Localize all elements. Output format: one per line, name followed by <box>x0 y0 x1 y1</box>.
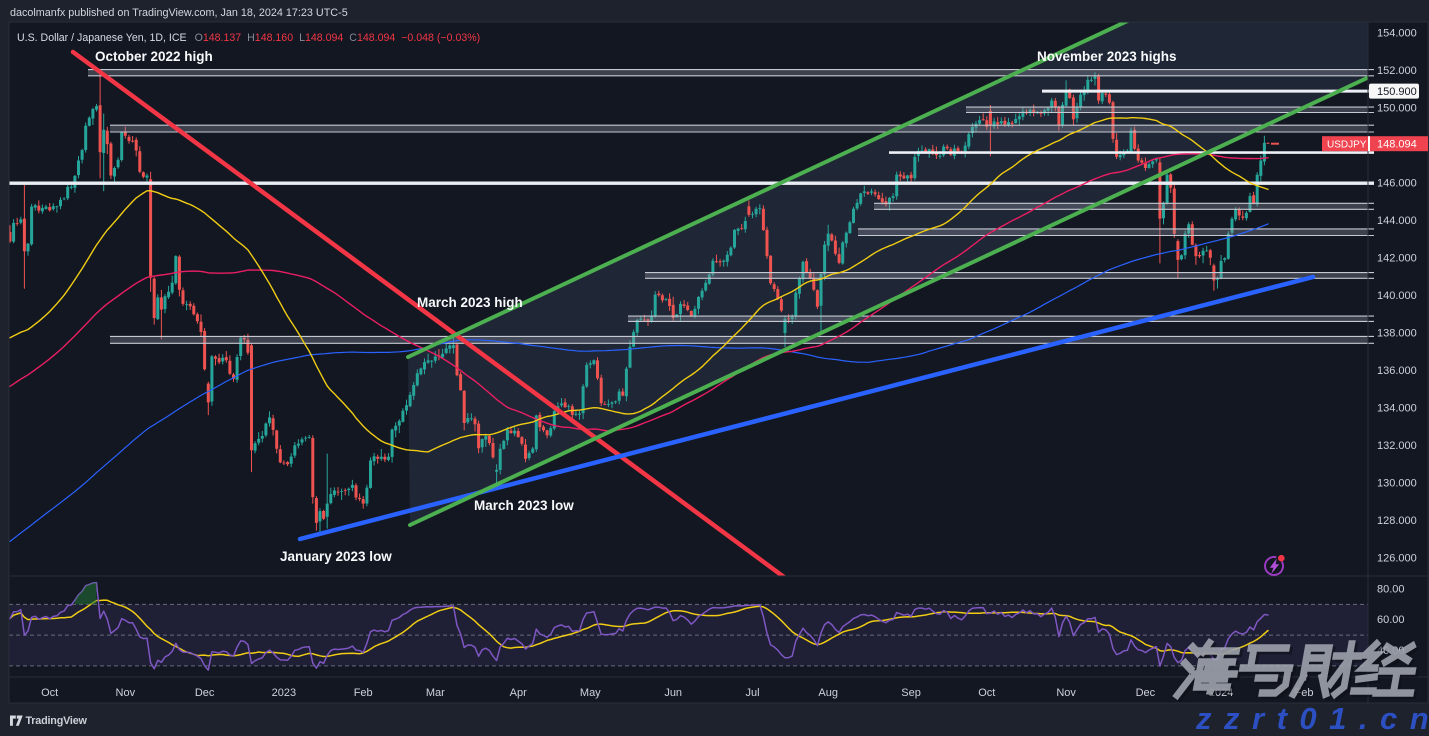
svg-text:80.00: 80.00 <box>1377 584 1405 596</box>
svg-text:142.000: 142.000 <box>1377 253 1417 265</box>
svg-text:2023: 2023 <box>272 687 296 699</box>
svg-text:134.000: 134.000 <box>1377 403 1417 415</box>
svg-text:Oct: Oct <box>978 687 995 699</box>
svg-text:144.000: 144.000 <box>1377 215 1417 227</box>
svg-text:March 2023 low: March 2023 low <box>474 498 574 513</box>
svg-text:Dec: Dec <box>1136 687 1156 699</box>
svg-text:Jul: Jul <box>745 687 759 699</box>
svg-text:154.000: 154.000 <box>1377 28 1417 40</box>
svg-text:146.000: 146.000 <box>1377 178 1417 190</box>
svg-text:March 2023 high: March 2023 high <box>417 295 523 310</box>
svg-text:Aug: Aug <box>818 687 838 699</box>
svg-text:140.000: 140.000 <box>1377 290 1417 302</box>
svg-text:132.000: 132.000 <box>1377 440 1417 452</box>
svg-text:136.000: 136.000 <box>1377 365 1417 377</box>
svg-text:148.094: 148.094 <box>1377 139 1417 151</box>
svg-text:Feb: Feb <box>354 687 373 699</box>
svg-text:Oct: Oct <box>41 687 58 699</box>
svg-text:U.S. Dollar / Japanese Yen, 1D: U.S. Dollar / Japanese Yen, 1D, ICE O148.… <box>17 32 480 44</box>
svg-text:150.900: 150.900 <box>1377 86 1417 98</box>
svg-text:October 2022 high: October 2022 high <box>95 49 213 64</box>
svg-text:Jun: Jun <box>664 687 682 699</box>
svg-text:152.000: 152.000 <box>1377 65 1417 77</box>
svg-text:128.000: 128.000 <box>1377 515 1417 527</box>
svg-text:Apr: Apr <box>510 687 527 699</box>
svg-text:Nov: Nov <box>1056 687 1076 699</box>
svg-text:150.000: 150.000 <box>1377 103 1417 115</box>
svg-text:zzrt01.cn: zzrt01.cn <box>1195 701 1429 736</box>
svg-text:138.000: 138.000 <box>1377 328 1417 340</box>
svg-text:November 2023 highs: November 2023 highs <box>1037 49 1177 64</box>
svg-text:dacolmanfx published on Tradin: dacolmanfx published on TradingView.com,… <box>10 7 348 19</box>
svg-text:USDJPY: USDJPY <box>1327 140 1367 151</box>
svg-text:January 2023 low: January 2023 low <box>280 549 392 564</box>
svg-text:60.00: 60.00 <box>1377 614 1405 626</box>
svg-text:Nov: Nov <box>116 687 136 699</box>
svg-text:May: May <box>580 687 601 699</box>
svg-text:126.000: 126.000 <box>1377 553 1417 565</box>
svg-text:Sep: Sep <box>901 687 921 699</box>
svg-text:130.000: 130.000 <box>1377 478 1417 490</box>
svg-text:Dec: Dec <box>195 687 215 699</box>
svg-text:Mar: Mar <box>426 687 445 699</box>
svg-text:TradingView: TradingView <box>26 715 88 727</box>
